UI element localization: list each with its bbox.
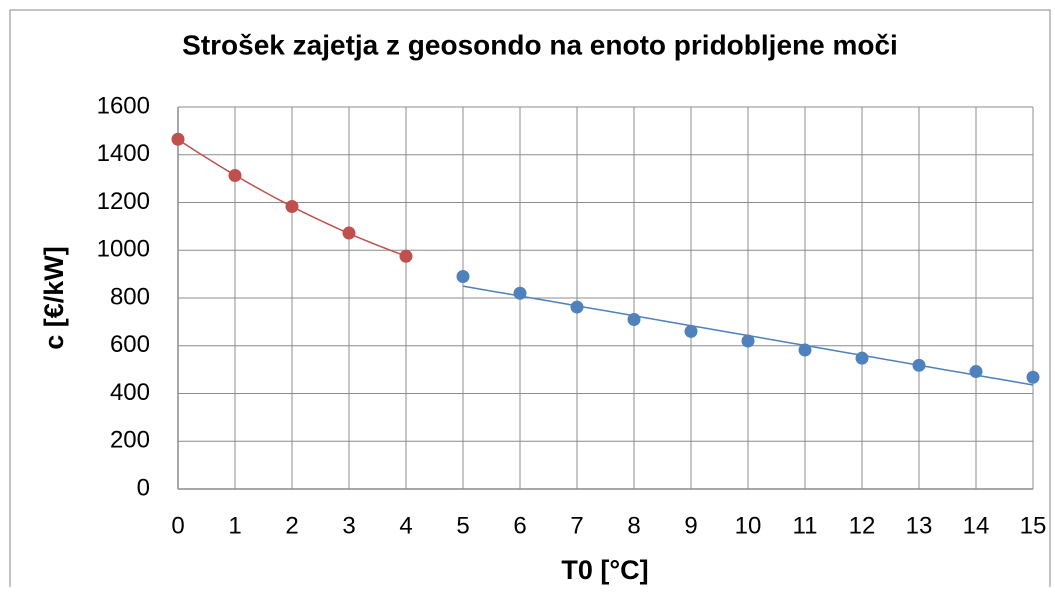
data-point [513,286,527,300]
data-point [627,312,641,326]
x-tick-label: 1 [228,512,241,539]
x-tick-label: 7 [570,512,583,539]
y-axis-label: c [€/kW] [39,246,69,350]
x-tick-label: 12 [849,512,876,539]
chart-title: Strošek zajetja z geosondo na enoto prid… [182,29,898,60]
x-tick-label: 14 [963,512,990,539]
y-tick-label: 800 [110,283,150,310]
y-tick-label: 1400 [97,140,150,167]
y-tick-label: 1200 [97,188,150,215]
x-tick-label: 5 [456,512,469,539]
x-tick-label: 13 [906,512,933,539]
data-point [285,200,299,214]
x-tick-label: 8 [627,512,640,539]
data-point [228,169,242,183]
data-point [969,365,983,379]
x-tick-label: 2 [285,512,298,539]
data-point [171,132,185,146]
x-tick-label: 9 [684,512,697,539]
y-tick-label: 1000 [97,236,150,263]
x-tick-label: 0 [171,512,184,539]
x-tick-label: 4 [399,512,412,539]
y-tick-label: 1600 [97,92,150,119]
y-tick-label: 200 [110,427,150,454]
data-point [342,226,356,240]
data-point [1026,370,1040,384]
x-tick-label: 3 [342,512,355,539]
x-tick-label: 10 [735,512,762,539]
y-tick-label: 0 [137,474,150,501]
x-tick-label: 15 [1020,512,1047,539]
x-tick-label: 6 [513,512,526,539]
data-point [912,358,926,372]
data-point [798,343,812,357]
data-point [855,351,869,365]
x-tick-label: 11 [793,512,818,539]
data-point [456,270,470,284]
data-point [570,300,584,314]
y-tick-label: 400 [110,379,150,406]
data-point [741,334,755,348]
data-point [399,249,413,263]
x-axis-label: T0 [°C] [561,555,648,585]
y-tick-label: 600 [110,331,150,358]
data-point [684,324,698,338]
